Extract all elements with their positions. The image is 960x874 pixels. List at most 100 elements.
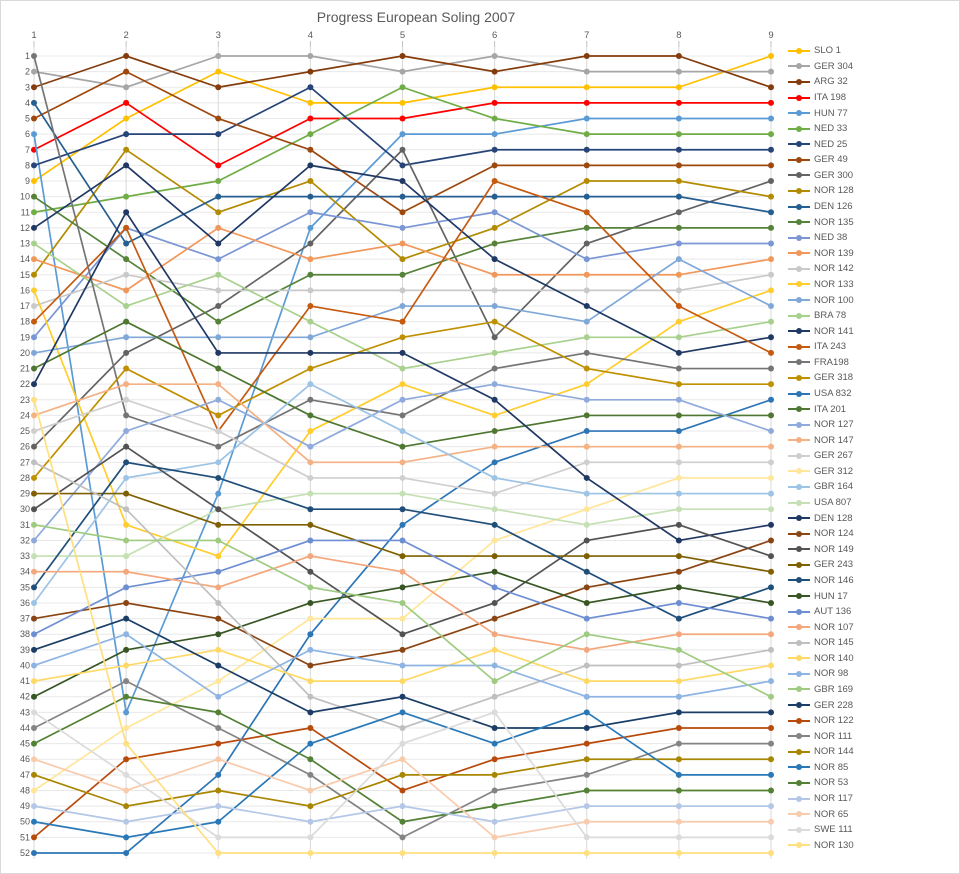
- data-point: [307, 256, 314, 263]
- x-axis-label: 7: [584, 30, 589, 41]
- data-point: [123, 334, 130, 341]
- data-point: [675, 287, 682, 294]
- legend-marker-icon: [788, 561, 810, 568]
- data-point: [31, 553, 37, 560]
- data-point: [307, 53, 314, 59]
- data-point: [399, 381, 406, 388]
- data-point: [675, 178, 682, 185]
- data-point: [583, 537, 590, 544]
- data-point: [123, 209, 130, 216]
- data-point: [31, 349, 37, 356]
- legend-marker-dot-icon: [796, 811, 802, 818]
- data-point: [675, 615, 682, 622]
- data-point: [491, 178, 498, 185]
- data-point: [31, 818, 37, 825]
- data-point: [583, 224, 590, 231]
- data-point: [31, 490, 37, 497]
- data-point: [31, 396, 37, 403]
- data-point: [583, 396, 590, 403]
- y-axis-label: 28: [20, 473, 30, 483]
- data-point: [491, 724, 498, 731]
- data-point: [123, 490, 130, 497]
- legend-item: FRA198: [788, 355, 956, 371]
- data-point: [491, 396, 498, 403]
- legend-label: DEN 126: [814, 201, 853, 213]
- data-point: [399, 584, 406, 591]
- data-point: [31, 193, 37, 200]
- data-point: [768, 537, 774, 544]
- data-point: [215, 553, 222, 560]
- data-point: [675, 396, 682, 403]
- data-point: [491, 506, 498, 513]
- y-axis-label: 52: [20, 848, 30, 858]
- data-point: [768, 146, 774, 153]
- data-point: [399, 99, 406, 106]
- data-point: [307, 146, 314, 153]
- data-point: [215, 599, 222, 606]
- legend-marker-icon: [788, 468, 810, 475]
- data-point: [583, 803, 590, 810]
- legend-item: DEN 128: [788, 510, 956, 526]
- data-point: [215, 459, 222, 466]
- data-point: [307, 568, 314, 575]
- data-point: [399, 678, 406, 685]
- legend-label: SWE 111: [814, 824, 853, 836]
- data-point: [675, 662, 682, 669]
- data-point: [675, 334, 682, 341]
- data-point: [31, 709, 37, 716]
- data-point: [399, 537, 406, 544]
- legend-label: NOR 122: [814, 715, 854, 727]
- legend-marker-dot-icon: [796, 203, 802, 210]
- legend-marker-dot-icon: [796, 468, 802, 475]
- data-point: [768, 349, 774, 356]
- data-point: [768, 115, 774, 122]
- data-point: [491, 209, 498, 216]
- data-point: [583, 756, 590, 763]
- data-point: [31, 365, 37, 372]
- data-point: [123, 537, 130, 544]
- legend: SLO 1 GER 304 ARG 32 ITA 198 HUN 77 NED 33 NED…: [788, 43, 956, 853]
- legend-label: GER 267: [814, 450, 854, 462]
- legend-marker-icon: [788, 297, 810, 304]
- y-axis-label: 35: [20, 582, 30, 592]
- legend-item: GER 267: [788, 448, 956, 464]
- data-point: [123, 365, 130, 372]
- data-point: [215, 443, 222, 450]
- legend-marker-dot-icon: [796, 561, 802, 568]
- y-axis-label: 12: [20, 223, 30, 233]
- data-point: [768, 615, 774, 622]
- legend-marker-dot-icon: [796, 655, 802, 662]
- legend-marker-icon: [788, 826, 810, 833]
- data-point: [123, 724, 130, 731]
- data-point: [215, 584, 222, 591]
- legend-item: NOR 85: [788, 760, 956, 776]
- data-point: [491, 771, 498, 778]
- data-point: [215, 490, 222, 497]
- legend-item: NOR 65: [788, 806, 956, 822]
- data-point: [31, 334, 37, 341]
- data-point: [768, 84, 774, 91]
- data-point: [31, 506, 37, 513]
- data-point: [768, 693, 774, 700]
- data-point: [583, 709, 590, 716]
- data-point: [675, 115, 682, 122]
- legend-marker-icon: [788, 717, 810, 724]
- legend-marker-dot-icon: [796, 593, 802, 600]
- legend-label: NOR 142: [814, 263, 854, 275]
- legend-marker-dot-icon: [796, 748, 802, 755]
- data-point: [675, 224, 682, 231]
- legend-item: GER 49: [788, 152, 956, 168]
- legend-label: GBR 169: [814, 683, 854, 695]
- data-point: [583, 271, 590, 278]
- legend-label: NOR 53: [814, 777, 849, 789]
- data-point: [768, 334, 774, 341]
- legend-marker-icon: [788, 530, 810, 537]
- data-point: [583, 474, 590, 481]
- legend-label: GER 304: [814, 60, 854, 72]
- legend-marker-icon: [788, 593, 810, 600]
- data-point: [123, 256, 130, 263]
- data-point: [399, 68, 406, 75]
- data-point: [399, 818, 406, 825]
- legend-item: NOR 128: [788, 183, 956, 199]
- legend-item: NOR 133: [788, 277, 956, 293]
